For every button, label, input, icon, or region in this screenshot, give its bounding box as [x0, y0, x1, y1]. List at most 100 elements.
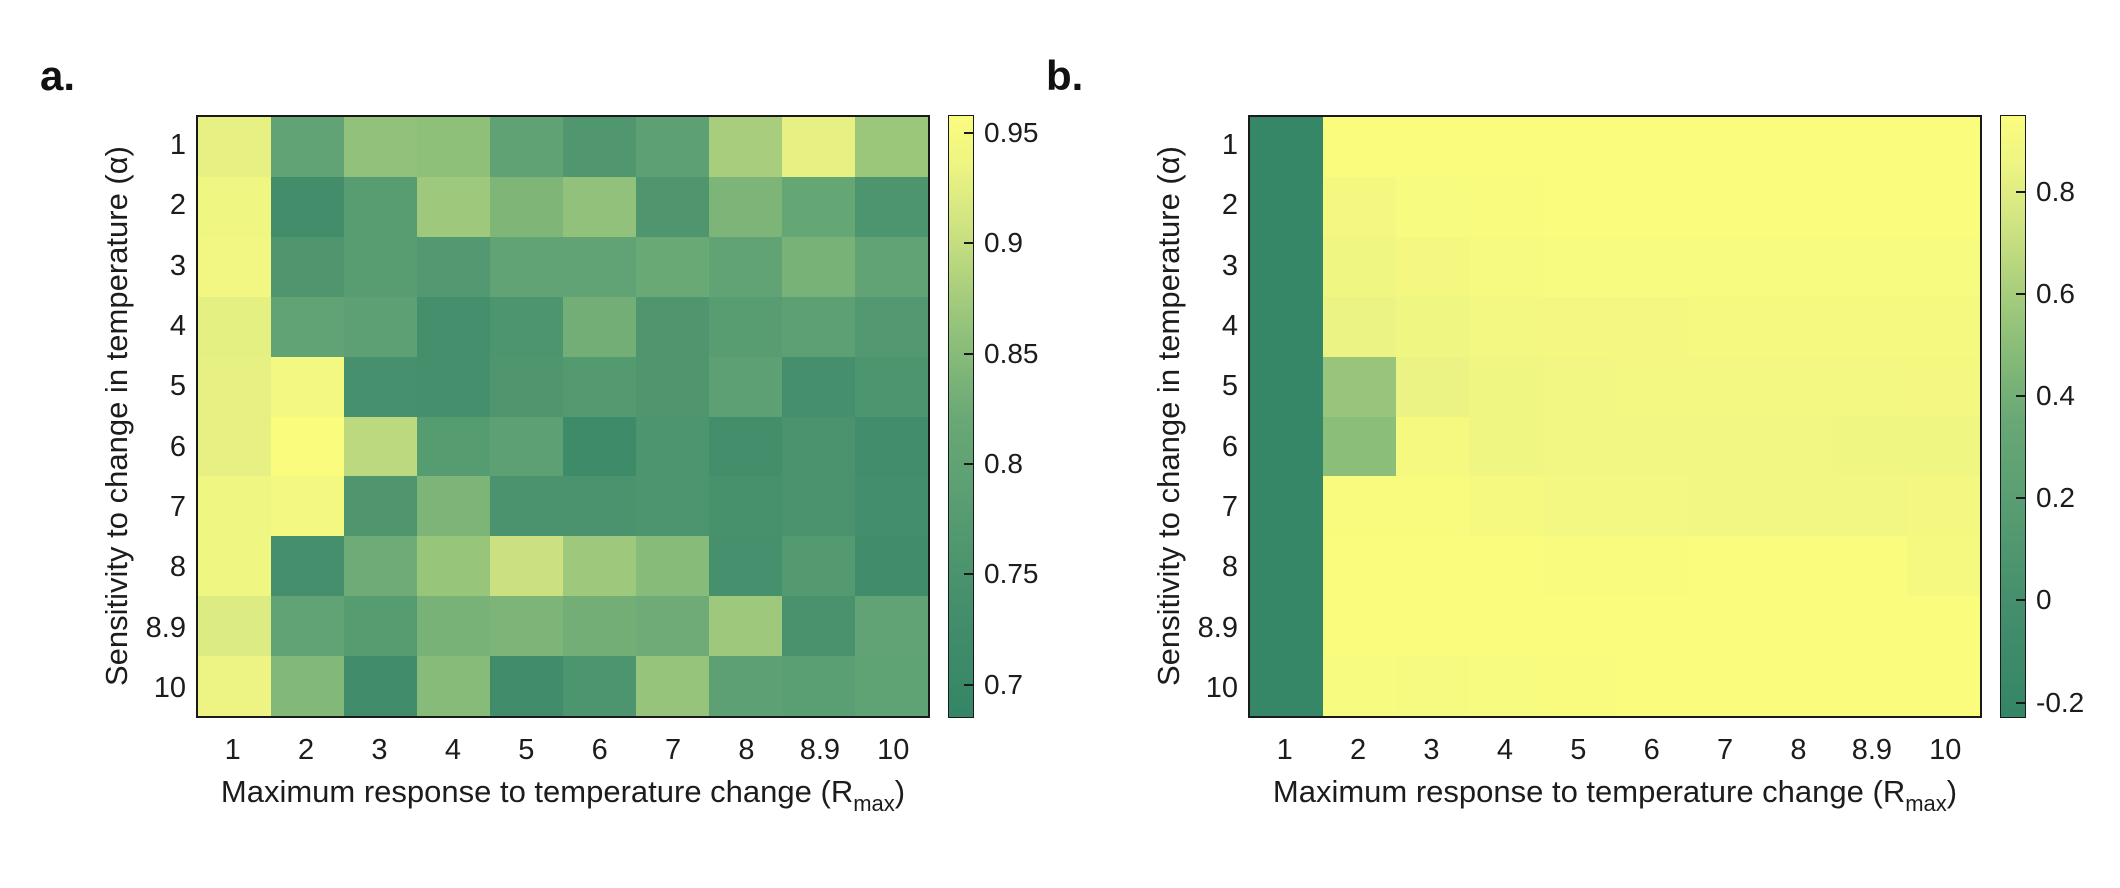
- heatmap-cell: [1323, 117, 1396, 177]
- heatmap-cell: [709, 536, 782, 597]
- heatmap-cell: [1469, 416, 1542, 477]
- heatmap-cell: [1834, 176, 1907, 237]
- x-tick-label: 1: [1276, 734, 1293, 766]
- colorbar-tick-label: 0.4: [2036, 380, 2075, 412]
- heatmap-cell: [1542, 476, 1615, 537]
- heatmap-cell: [709, 117, 782, 177]
- heatmap-cell: [709, 656, 782, 716]
- heatmap-cell: [636, 536, 709, 597]
- heatmap-cell: [709, 176, 782, 237]
- heatmap-cell: [1615, 236, 1688, 297]
- heatmap-cell: [1469, 296, 1542, 357]
- x-axis-label-end: ): [894, 774, 906, 809]
- colorbar: [2000, 115, 2026, 718]
- heatmap-cell: [417, 656, 490, 716]
- heatmap-cell: [855, 536, 928, 597]
- heatmap-cell: [1907, 476, 1980, 537]
- heatmap-cell: [344, 476, 417, 537]
- x-tick-label: 5: [1570, 734, 1587, 766]
- heatmap-cell: [198, 296, 271, 357]
- heatmap-cell: [563, 176, 636, 237]
- heatmap-cell: [709, 356, 782, 417]
- x-axis-label-subscript: max: [1905, 791, 1947, 816]
- x-tick-label: 7: [1717, 734, 1734, 766]
- heatmap-cell: [563, 296, 636, 357]
- heatmap-cell: [271, 356, 344, 417]
- panel-a: a. Sensitivity to change in temperature …: [40, 52, 1039, 816]
- x-tick-label: 10: [877, 734, 910, 766]
- heatmap-cell: [855, 117, 928, 177]
- heatmap-cell: [1615, 296, 1688, 357]
- heatmap-cell: [1250, 356, 1323, 417]
- heatmap-cell: [1834, 476, 1907, 537]
- heatmap-cell: [1396, 176, 1469, 237]
- x-tick-label: 6: [1643, 734, 1660, 766]
- heatmap-cell: [490, 117, 563, 177]
- heatmap-cell: [1615, 176, 1688, 237]
- heatmap-cell: [855, 596, 928, 657]
- heatmap-cell: [417, 296, 490, 357]
- heatmap-grid: [1248, 115, 1982, 718]
- heatmap-cell: [1615, 356, 1688, 417]
- heatmap-cell: [1834, 296, 1907, 357]
- heatmap-cell: [1907, 536, 1980, 597]
- heatmap-cell: [855, 236, 928, 297]
- heatmap-cell: [1250, 656, 1323, 716]
- heatmap-cell: [198, 117, 271, 177]
- x-tick-label: 8: [738, 734, 755, 766]
- heatmap-cell: [1688, 596, 1761, 657]
- heatmap-cell: [1761, 236, 1834, 297]
- heatmap-cell: [490, 656, 563, 716]
- heatmap-cell: [344, 117, 417, 177]
- heatmap-cell: [1761, 656, 1834, 716]
- heatmap-cell: [1469, 656, 1542, 716]
- heatmap-cell: [198, 236, 271, 297]
- heatmap-cell: [1396, 117, 1469, 177]
- heatmap-cell: [709, 416, 782, 477]
- heatmap-cell: [563, 656, 636, 716]
- heatmap-cell: [563, 416, 636, 477]
- heatmap-cell: [198, 596, 271, 657]
- heatmap-cell: [1615, 117, 1688, 177]
- heatmap-cell: [271, 596, 344, 657]
- heatmap-cell: [636, 656, 709, 716]
- heatmap-cell: [1834, 356, 1907, 417]
- heatmap-cell: [1250, 176, 1323, 237]
- heatmap-cell: [1323, 596, 1396, 657]
- heatmap-cell: [417, 356, 490, 417]
- colorbar-tick-label: 0: [2036, 584, 2052, 616]
- heatmap-cell: [271, 236, 344, 297]
- heatmap-cell: [198, 536, 271, 597]
- colorbar-tick-label: 0.8: [2036, 175, 2075, 207]
- heatmap-cell: [344, 296, 417, 357]
- x-tick-label: 6: [591, 734, 608, 766]
- heatmap-cell: [198, 416, 271, 477]
- heatmap-cell: [198, 176, 271, 237]
- heatmap-cell: [271, 176, 344, 237]
- heatmap-cell: [344, 236, 417, 297]
- heatmap-cell: [271, 416, 344, 477]
- heatmap-cell: [344, 536, 417, 597]
- x-tick-label: 5: [518, 734, 535, 766]
- x-axis-label-text: Maximum response to temperature change (…: [1272, 774, 1906, 809]
- heatmap-cell: [1688, 296, 1761, 357]
- heatmap-cell: [1396, 596, 1469, 657]
- heatmap-cell: [1542, 656, 1615, 716]
- heatmap-cell: [563, 596, 636, 657]
- heatmap-cell: [636, 296, 709, 357]
- heatmap-cell: [1907, 176, 1980, 237]
- heatmap-cell: [198, 356, 271, 417]
- heatmap-cell: [1542, 236, 1615, 297]
- heatmap-cell: [1323, 656, 1396, 716]
- heatmap-cell: [782, 536, 855, 597]
- heatmap-cell: [198, 656, 271, 716]
- heatmap-cell: [563, 117, 636, 177]
- heatmap-grid: [196, 115, 930, 718]
- heatmap-cell: [417, 236, 490, 297]
- heatmap-cell: [782, 356, 855, 417]
- heatmap-cell: [271, 476, 344, 537]
- heatmap-cell: [271, 656, 344, 716]
- colorbar-tick-label: 0.6: [2036, 277, 2075, 309]
- heatmap-cell: [1396, 476, 1469, 537]
- x-tick-label: 10: [1929, 734, 1962, 766]
